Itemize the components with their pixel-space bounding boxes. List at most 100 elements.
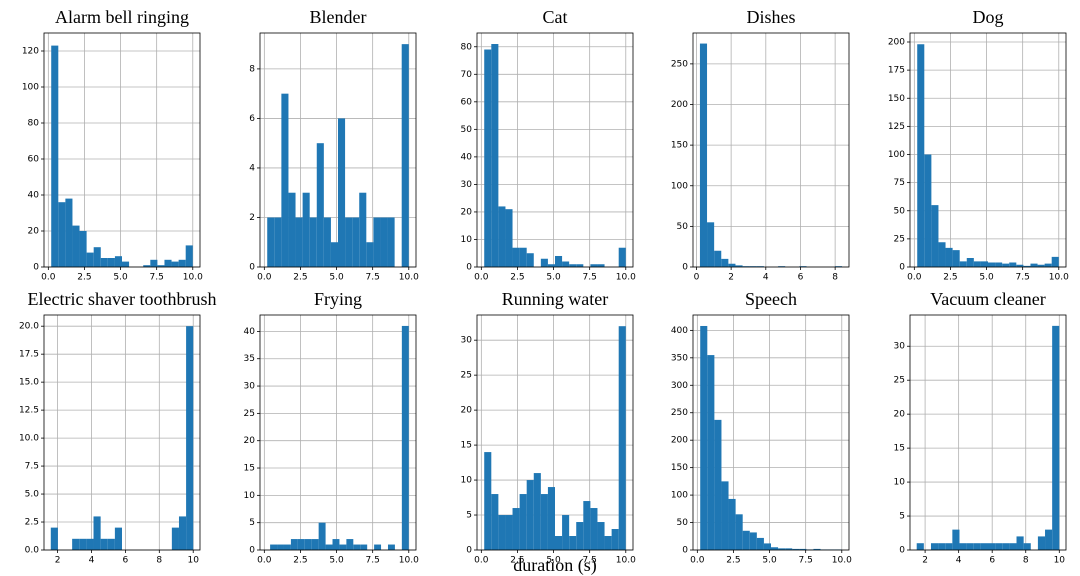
subplot-title: Dog xyxy=(973,7,1004,27)
bar xyxy=(569,536,577,550)
x-tick-label: 10.0 xyxy=(399,273,419,283)
x-tick-label: 2 xyxy=(922,556,928,566)
y-tick-label: 25 xyxy=(461,371,472,381)
axes-frame xyxy=(692,32,850,268)
bar xyxy=(714,250,722,267)
bar xyxy=(1030,263,1038,267)
y-tick-label: 25 xyxy=(894,376,905,386)
bar xyxy=(51,45,59,267)
y-tick-label: 30 xyxy=(894,342,906,352)
y-tick-label: 10.0 xyxy=(19,434,39,444)
x-tick-label: 6 xyxy=(798,273,804,283)
bar xyxy=(309,217,317,267)
bar xyxy=(114,256,122,267)
bar xyxy=(938,242,946,267)
bar xyxy=(576,522,584,550)
subplot: 0 25 50 75 100 125 150 175 200 0.0 2.5 5.0 7.5 10.0 Do… xyxy=(888,7,1069,282)
bar xyxy=(749,532,757,550)
bar xyxy=(277,544,284,550)
bar xyxy=(100,538,108,550)
bar xyxy=(1023,543,1031,550)
bar xyxy=(491,44,499,267)
y-tick-label: 15 xyxy=(461,441,472,451)
bar xyxy=(707,355,715,550)
y-tick-label: 120 xyxy=(22,47,39,57)
axes-frame xyxy=(476,32,634,268)
x-tick-label: 4 xyxy=(956,556,962,566)
bar xyxy=(526,253,534,267)
bar xyxy=(72,538,80,550)
bar xyxy=(792,548,800,550)
bar xyxy=(387,217,395,267)
bar xyxy=(93,247,101,267)
bar xyxy=(966,258,974,267)
bar xyxy=(498,206,506,267)
bar xyxy=(295,217,303,267)
bar xyxy=(938,543,946,550)
bar xyxy=(916,543,924,550)
y-tick-label: 20.0 xyxy=(19,322,39,332)
y-tick-label: 0 xyxy=(682,546,688,556)
x-tick-label: 5.0 xyxy=(762,556,777,566)
bar xyxy=(735,514,743,550)
y-tick-label: 200 xyxy=(671,436,688,446)
y-tick-label: 25 xyxy=(244,409,255,419)
bar xyxy=(721,481,729,550)
bar xyxy=(519,247,527,267)
bar xyxy=(995,262,1003,267)
y-tick-label: 6 xyxy=(249,114,255,124)
bar xyxy=(316,143,324,267)
bar xyxy=(771,547,779,550)
x-tick-label: 10.0 xyxy=(183,273,203,283)
bar xyxy=(178,516,187,550)
y-tick-label: 17.5 xyxy=(19,350,39,360)
bar xyxy=(1051,256,1059,267)
y-tick-label: 5 xyxy=(249,518,255,528)
y-tick-label: 15 xyxy=(244,464,255,474)
y-tick-label: 2 xyxy=(249,213,255,223)
y-tick-label: 300 xyxy=(671,381,688,391)
bar xyxy=(1009,543,1017,550)
x-tick-label: 7.5 xyxy=(366,556,380,566)
y-tick-label: 25 xyxy=(894,234,905,244)
bar xyxy=(346,539,354,550)
y-tick-label: 250 xyxy=(671,59,688,69)
y-tick-label: 12.5 xyxy=(19,406,39,416)
bar xyxy=(540,258,548,267)
x-tick-label: 6 xyxy=(123,556,129,566)
bar xyxy=(86,252,94,267)
bar xyxy=(590,508,598,550)
subplot-title: Blender xyxy=(310,7,367,27)
x-tick-label: 5.0 xyxy=(329,556,344,566)
y-tick-label: 150 xyxy=(888,94,905,104)
y-tick-label: 50 xyxy=(677,222,689,232)
bar xyxy=(150,259,158,267)
y-tick-label: 7.5 xyxy=(25,462,39,472)
bar xyxy=(185,245,193,267)
bar xyxy=(555,255,563,267)
y-tick-label: 35 xyxy=(244,354,255,364)
bar xyxy=(484,49,492,268)
y-tick-label: 10 xyxy=(894,478,906,488)
bar xyxy=(533,473,541,550)
axes-frame xyxy=(43,32,201,268)
bar xyxy=(325,544,333,550)
x-tick-label: 7.5 xyxy=(366,273,380,283)
bar xyxy=(505,515,513,550)
y-tick-label: 20 xyxy=(894,410,906,420)
bar xyxy=(562,515,570,550)
y-tick-label: 30 xyxy=(461,336,473,346)
y-tick-label: 20 xyxy=(461,207,473,217)
bar xyxy=(318,522,326,550)
subplot: 0 10 20 30 40 50 60 70 80 0.0 2.5 5.0 7.5 10.0 Cat xyxy=(461,7,637,282)
bar xyxy=(72,225,80,267)
y-tick-label: 10 xyxy=(461,235,473,245)
bar xyxy=(332,539,340,550)
bar xyxy=(778,266,786,267)
bar xyxy=(735,265,743,267)
bar xyxy=(65,198,73,267)
bar xyxy=(583,501,591,550)
bar xyxy=(330,242,338,267)
y-tick-label: 200 xyxy=(888,38,905,48)
